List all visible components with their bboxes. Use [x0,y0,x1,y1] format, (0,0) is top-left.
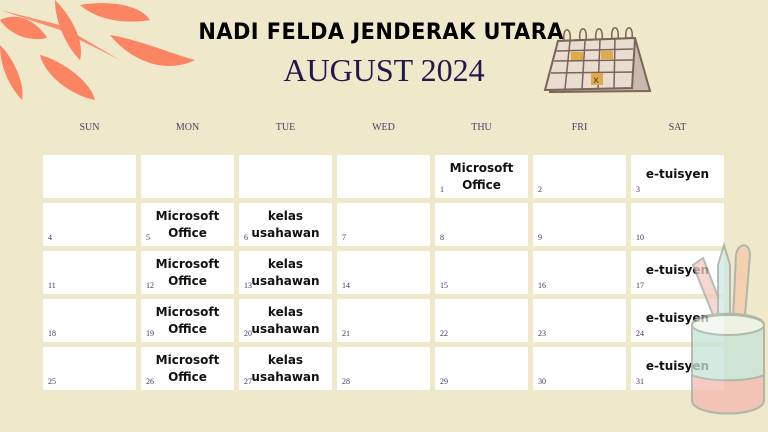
day-number: 1 [440,185,444,194]
day-number: 20 [244,329,252,338]
day-number: 2 [538,185,542,194]
day-cell[interactable]: Microsoft Office 19 [141,299,234,342]
day-cell[interactable]: 18 [43,299,136,342]
day-cell[interactable]: 29 [435,347,528,390]
day-number: 13 [244,281,252,290]
weekday-mon: MON [175,122,200,133]
day-number: 30 [538,377,546,386]
day-cell[interactable]: kelas usahawan 6 [239,203,332,246]
day-number: 19 [146,329,154,338]
day-cell[interactable]: 2 [533,155,626,198]
day-number: 11 [48,281,56,290]
weekday-fri: FRI [571,122,588,133]
day-number: 25 [48,377,56,386]
desk-calendar-icon: x [543,27,652,94]
day-cell[interactable] [337,155,430,198]
day-cell[interactable]: kelas usahawan 13 [239,251,332,294]
weekday-thu: THU [471,122,492,133]
day-cell[interactable]: Microsoft Office 5 [141,203,234,246]
leaves-decoration [0,0,195,100]
day-cell[interactable]: Microsoft Office 12 [141,251,234,294]
day-number: 17 [636,281,644,290]
day-cell[interactable]: 9 [533,203,626,246]
day-cell[interactable]: Microsoft Office 1 [435,155,528,198]
day-number: 9 [538,233,542,242]
event-label: Microsoft Office [155,257,220,288]
day-cell[interactable]: 4 [43,203,136,246]
day-cell[interactable]: Microsoft Office 26 [141,347,234,390]
day-number: 28 [342,377,350,386]
day-number: 27 [244,377,252,386]
day-cell[interactable]: kelas usahawan 27 [239,347,332,390]
day-number: 26 [146,377,154,386]
day-cell[interactable]: 25 [43,347,136,390]
day-number: 29 [440,377,448,386]
day-number: 31 [636,377,644,386]
day-number: 3 [636,185,640,194]
day-number: 12 [146,281,154,290]
day-cell[interactable]: 28 [337,347,430,390]
weekday-sat: SAT [668,122,687,133]
day-number: 14 [342,281,350,290]
day-number: 23 [538,329,546,338]
day-cell[interactable]: 14 [337,251,430,294]
day-number: 6 [244,233,248,242]
day-cell[interactable]: 15 [435,251,528,294]
day-cell[interactable] [239,155,332,198]
day-cell[interactable]: 8 [435,203,528,246]
day-cell[interactable]: 10 [631,203,724,246]
weekday-tue: TUE [275,122,296,133]
month-title: AUGUST 2024 [283,52,485,88]
day-cell[interactable]: 11 [43,251,136,294]
day-number: 15 [440,281,448,290]
event-label: kelas usahawan [251,305,320,336]
event-label: kelas usahawan [251,209,320,240]
day-cell[interactable]: 16 [533,251,626,294]
day-number: 21 [342,329,350,338]
day-number: 10 [636,233,644,242]
event-label: kelas usahawan [251,257,320,288]
weekday-wed: WED [372,122,395,133]
event-label: Microsoft Office [155,209,220,240]
day-cell[interactable]: 23 [533,299,626,342]
day-cell[interactable]: 30 [533,347,626,390]
day-cell[interactable]: e-tuisyen 3 [631,155,724,198]
event-label: e-tuisyen [645,167,710,181]
day-number: 22 [440,329,448,338]
day-number: 4 [48,233,52,242]
day-cell[interactable]: 22 [435,299,528,342]
event-label: Microsoft Office [449,161,514,192]
day-number: 18 [48,329,56,338]
day-cell[interactable]: 7 [337,203,430,246]
day-number: 5 [146,233,150,242]
pencil-cup-icon [691,241,765,415]
day-number: 16 [538,281,546,290]
weekday-sun: SUN [79,122,100,133]
day-number: 24 [636,329,644,338]
day-cell[interactable] [43,155,136,198]
day-number: 7 [342,233,346,242]
svg-text:x: x [593,75,599,86]
day-number: 8 [440,233,444,242]
day-cell[interactable] [141,155,234,198]
event-label: kelas usahawan [251,353,320,384]
page-title: NADI FELDA JENDERAK UTARA [198,20,564,45]
event-label: Microsoft Office [155,305,220,336]
day-cell[interactable]: kelas usahawan 20 [239,299,332,342]
event-label: Microsoft Office [155,353,220,384]
day-cell[interactable]: 21 [337,299,430,342]
